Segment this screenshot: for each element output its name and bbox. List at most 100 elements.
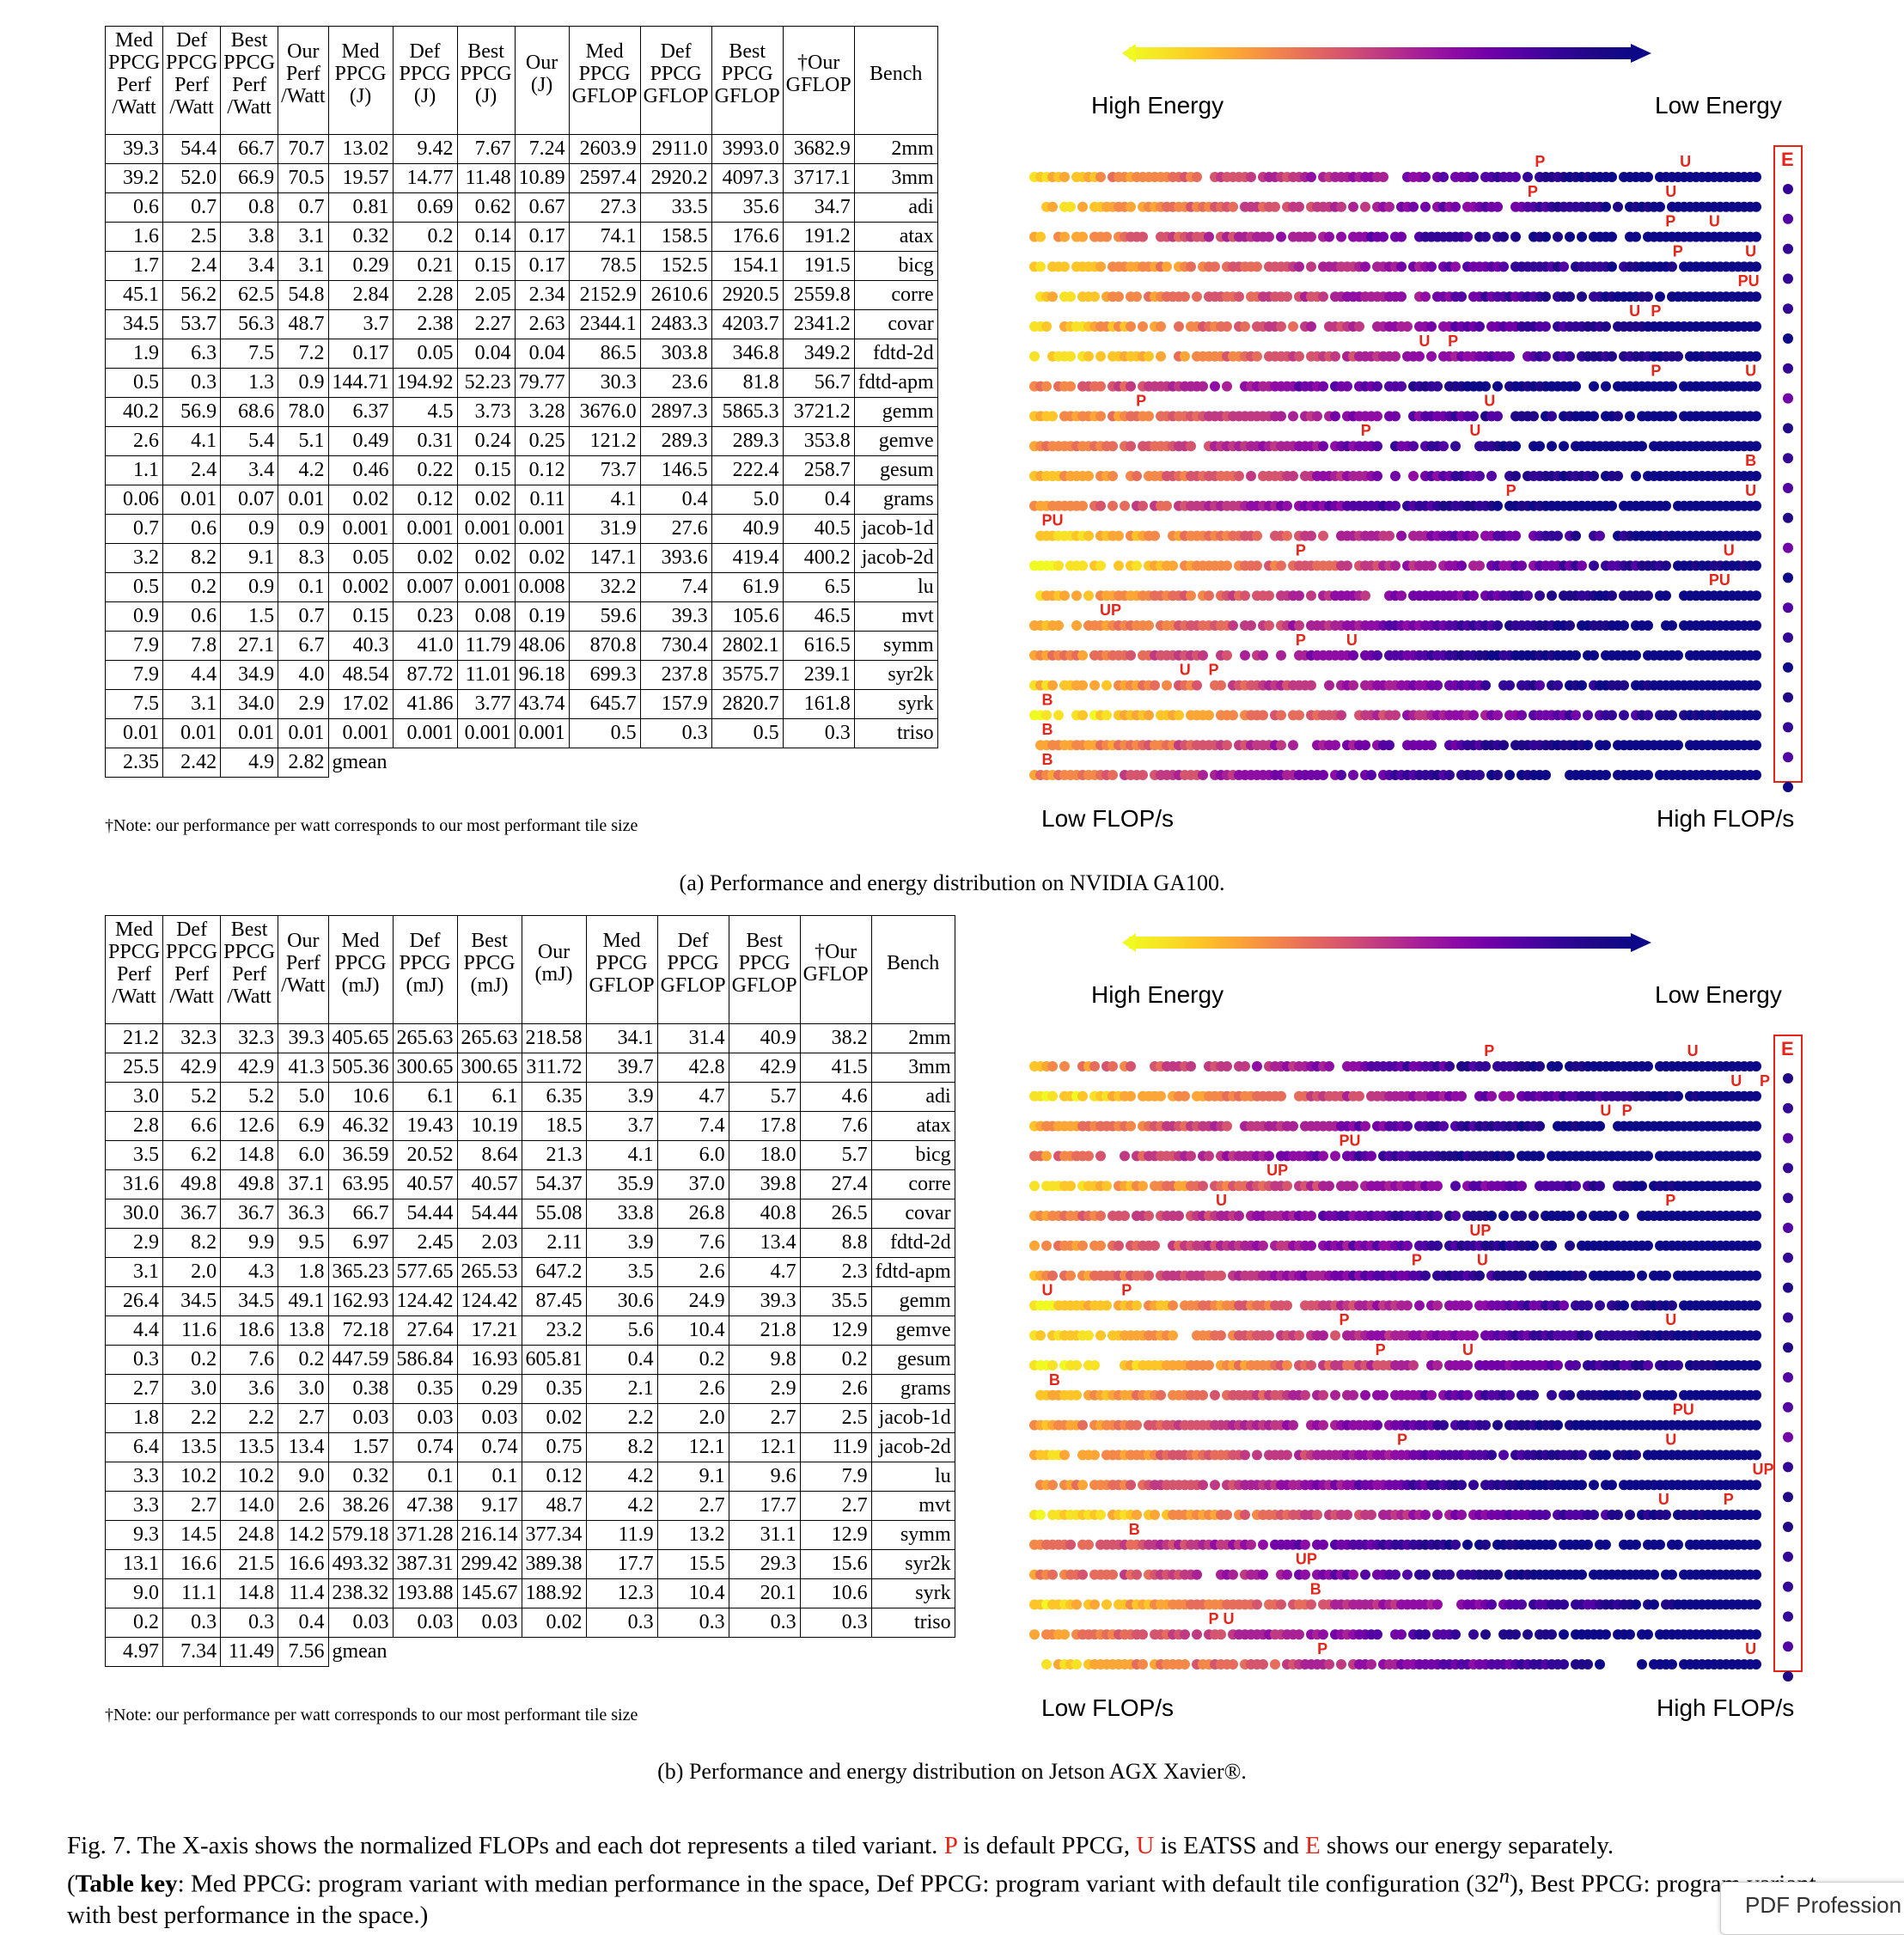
table-cell: 218.58 xyxy=(522,1024,586,1053)
table-cell: gesum xyxy=(871,1346,955,1375)
variant-dot xyxy=(1637,1181,1647,1191)
variant-dot xyxy=(1607,710,1617,720)
marker-b: B xyxy=(1041,691,1053,708)
table-cell: 0.74 xyxy=(457,1433,522,1462)
table-cell: 0.008 xyxy=(515,573,569,602)
table-cell: 66.7 xyxy=(221,135,278,164)
table-cell: 2.7 xyxy=(729,1404,800,1433)
variant-dot xyxy=(1577,1211,1587,1221)
table-cell: 0.12 xyxy=(393,485,457,515)
our-energy-dot xyxy=(1783,453,1793,463)
variant-dot xyxy=(1480,232,1491,242)
gmean-cell: 11.49 xyxy=(221,1638,278,1667)
marker-u: U xyxy=(1665,183,1676,200)
variant-dot xyxy=(1402,1241,1413,1251)
table-cell: 579.18 xyxy=(328,1521,393,1550)
variant-dot xyxy=(1492,710,1503,720)
our-energy-dot xyxy=(1783,632,1793,643)
variant-dot xyxy=(1047,202,1058,212)
table-cell: 13.1 xyxy=(106,1550,163,1579)
marker-p: P xyxy=(1296,632,1306,649)
variant-dot xyxy=(1384,202,1394,212)
table-cell: 2.63 xyxy=(515,310,569,339)
variant-dot xyxy=(1667,620,1677,631)
variant-dot xyxy=(1390,1570,1401,1580)
low-energy-label: Low Energy xyxy=(1655,981,1782,1008)
variant-dot xyxy=(1414,351,1425,362)
variant-dot xyxy=(1565,1211,1575,1221)
table-cell: 0.001 xyxy=(457,573,515,602)
variant-dot xyxy=(1390,501,1401,511)
table-cell: 13.8 xyxy=(278,1316,328,1346)
variant-dot xyxy=(1655,1540,1665,1550)
table-cell: 3.9 xyxy=(586,1083,657,1112)
variant-dot xyxy=(1234,291,1244,302)
variant-dot xyxy=(1035,1330,1046,1340)
variant-dot xyxy=(1318,441,1328,451)
variant-dot xyxy=(1420,1510,1431,1520)
variant-dot xyxy=(1372,382,1382,392)
table-cell: 2.0 xyxy=(163,1258,221,1287)
variant-dot xyxy=(1492,1570,1503,1580)
table-cell: 0.02 xyxy=(522,1608,586,1638)
variant-dot xyxy=(1089,1450,1100,1460)
variant-dot xyxy=(1601,770,1611,780)
table-cell: 349.2 xyxy=(783,339,854,369)
variant-dot xyxy=(1492,202,1503,212)
table-cell: 0.31 xyxy=(393,427,457,456)
variant-dot xyxy=(1751,710,1761,720)
table-cell: 78.0 xyxy=(278,398,328,427)
table-cell: 0.62 xyxy=(457,193,515,223)
variant-dot xyxy=(1396,232,1407,242)
variant-dot xyxy=(1631,1599,1641,1609)
variant-dot xyxy=(1276,1599,1286,1609)
table-cell: 4.4 xyxy=(163,661,221,690)
variant-dot xyxy=(1553,681,1563,691)
table-cell: 40.9 xyxy=(729,1024,800,1053)
variant-dot xyxy=(1438,1121,1449,1132)
table-cell: 0.001 xyxy=(457,719,515,748)
our-energy-dot xyxy=(1783,1402,1793,1413)
variant-dot xyxy=(1083,590,1094,601)
table-cell: 11.1 xyxy=(163,1579,221,1608)
table-cell: 52.23 xyxy=(457,369,515,398)
table-cell: 0.3 xyxy=(586,1608,657,1638)
variant-dot xyxy=(1559,1300,1569,1310)
variant-dot xyxy=(1468,1330,1479,1340)
variant-dot xyxy=(1162,681,1172,691)
variant-dot xyxy=(1059,1061,1070,1071)
variant-dot xyxy=(1312,1510,1322,1520)
variant-dot xyxy=(1384,740,1394,750)
table-cell: 3.9 xyxy=(586,1229,657,1258)
variant-dot xyxy=(1408,1360,1419,1370)
variant-dot xyxy=(1360,1121,1370,1132)
variant-dot xyxy=(1426,321,1437,332)
variant-dot xyxy=(1432,1360,1443,1370)
table-cell: 730.4 xyxy=(640,632,711,661)
table-cell: 9.6 xyxy=(729,1462,800,1492)
table-cell: 2.34 xyxy=(515,281,569,310)
variant-dot xyxy=(1318,770,1328,780)
table-cell: 7.5 xyxy=(221,339,278,369)
table-cell: 0.67 xyxy=(515,193,569,223)
table-cell: 0.03 xyxy=(328,1608,393,1638)
variant-dot xyxy=(1330,411,1340,421)
table-cell: 389.38 xyxy=(522,1550,586,1579)
variant-dot xyxy=(1565,232,1575,242)
table-cell: 1.9 xyxy=(106,339,163,369)
marker-u: U xyxy=(1419,333,1430,350)
variant-dot xyxy=(1132,1570,1142,1580)
variant-dot xyxy=(1462,1540,1473,1550)
variant-dot xyxy=(1577,232,1587,242)
variant-dot xyxy=(1378,172,1388,182)
variant-dot xyxy=(1306,261,1316,272)
variant-dot xyxy=(1625,1510,1635,1520)
variant-dot xyxy=(1059,232,1070,242)
